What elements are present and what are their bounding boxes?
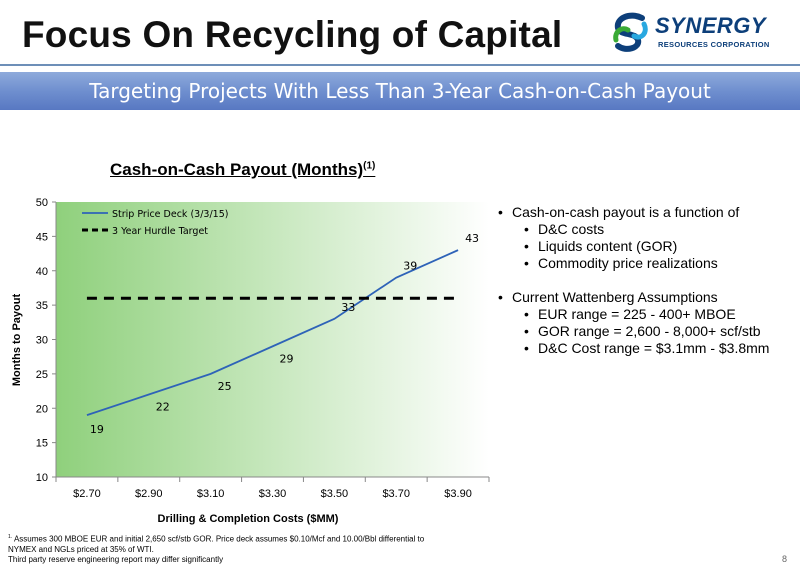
sub-bullet: D&C Cost range = $3.1mm - $3.8mm xyxy=(496,340,796,357)
x-tick-label: $3.70 xyxy=(382,488,410,500)
sub-bullet: EUR range = 225 - 400+ MBOE xyxy=(496,306,796,323)
chart-title: Cash-on-Cash Payout (Months)(1) xyxy=(110,160,375,180)
title-divider xyxy=(0,64,800,66)
y-axis-title: Months to Payout xyxy=(11,294,23,387)
data-label: 43 xyxy=(465,232,479,245)
banner-text: Targeting Projects With Less Than 3-Year… xyxy=(0,79,800,103)
footnote-line-3: Third party reserve engineering report m… xyxy=(8,555,568,565)
chart-title-footnote-marker: (1) xyxy=(363,160,375,171)
y-tick-label: 25 xyxy=(36,369,48,381)
x-tick-label: $3.30 xyxy=(259,488,287,500)
y-tick-label: 20 xyxy=(36,403,48,415)
payout-chart: 10 15 20 25 30 35 40 45 50 $2.70 $2.90 $3.10 $3.30 $… xyxy=(0,180,490,530)
sub-bullet: Commodity price realizations xyxy=(496,255,796,272)
data-label: 25 xyxy=(218,380,232,393)
bullet-wattenberg-assumptions: Current Wattenberg Assumptions xyxy=(496,289,796,306)
y-tick-label: 35 xyxy=(36,300,48,312)
company-logo: SYNERGY RESOURCES CORPORATION xyxy=(612,10,782,56)
plot-area-background xyxy=(56,202,489,477)
sub-bullet: D&C costs xyxy=(496,221,796,238)
logo-subtitle: RESOURCES CORPORATION xyxy=(658,40,770,49)
footnote-marker: 1. xyxy=(8,534,12,540)
legend-label: 3 Year Hurdle Target xyxy=(112,226,208,237)
data-label: 39 xyxy=(403,260,417,273)
sub-bullet: GOR range = 2,600 - 8,000+ scf/stb xyxy=(496,323,796,340)
logo-swirl-icon xyxy=(612,10,652,56)
bullet-list: Cash-on-cash payout is a function of D&C… xyxy=(496,204,796,357)
y-tick-label: 10 xyxy=(36,472,48,484)
slide-title: Focus On Recycling of Capital xyxy=(22,14,562,56)
x-tick-label: $2.70 xyxy=(73,488,101,500)
data-label: 22 xyxy=(156,401,170,414)
x-tick-label: $3.50 xyxy=(321,488,349,500)
y-tick-label: 15 xyxy=(36,438,48,450)
data-label: 29 xyxy=(280,352,294,365)
data-label: 33 xyxy=(341,301,355,314)
legend-label: Strip Price Deck (3/3/15) xyxy=(112,209,228,220)
footnote-line-2: NYMEX and NGLs priced at 35% of WTI. xyxy=(8,545,568,555)
data-label: 19 xyxy=(90,423,104,436)
logo-name: SYNERGY xyxy=(655,13,766,39)
page-number: 8 xyxy=(782,554,787,564)
y-tick-label: 40 xyxy=(36,266,48,278)
y-tick-label: 45 xyxy=(36,231,48,243)
x-tick-label: $2.90 xyxy=(135,488,163,500)
chart-title-text: Cash-on-Cash Payout (Months) xyxy=(110,160,363,179)
footnote-line-1: Assumes 300 MBOE EUR and initial 2,650 s… xyxy=(14,535,424,544)
sub-bullet: Liquids content (GOR) xyxy=(496,238,796,255)
footnote: 1. Assumes 300 MBOE EUR and initial 2,65… xyxy=(8,532,568,565)
x-axis-title: Drilling & Completion Costs ($MM) xyxy=(158,513,339,525)
y-tick-label: 50 xyxy=(36,197,48,209)
x-tick-label: $3.10 xyxy=(197,488,225,500)
y-tick-label: 30 xyxy=(36,335,48,347)
bullet-payout-function: Cash-on-cash payout is a function of xyxy=(496,204,796,221)
x-tick-label: $3.90 xyxy=(444,488,472,500)
banner: Targeting Projects With Less Than 3-Year… xyxy=(0,72,800,110)
